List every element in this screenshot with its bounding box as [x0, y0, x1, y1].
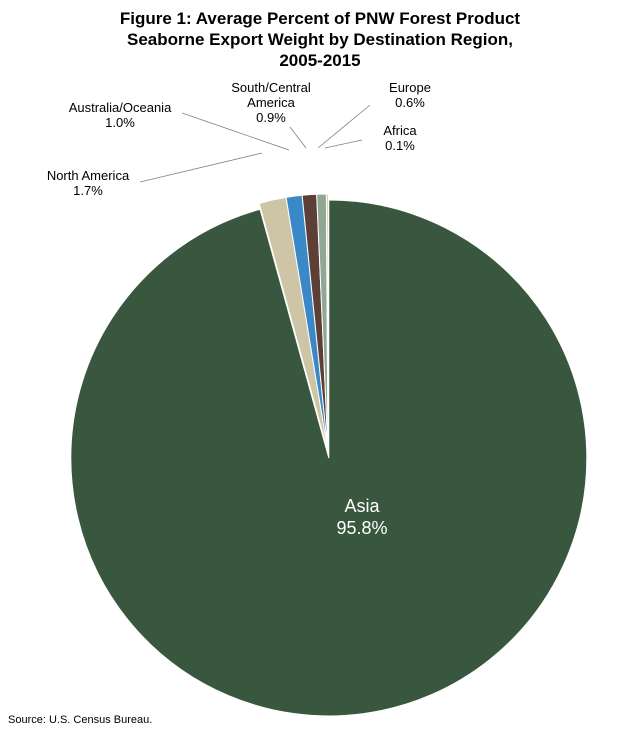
slice-label-south-central-america: South/Central America 0.9% — [231, 80, 311, 125]
slice-label-north-america: North America 1.7% — [47, 168, 130, 198]
leader-line-europe — [317, 104, 371, 149]
pie-slice-africa — [325, 193, 329, 453]
chart-title-line-1: Figure 1: Average Percent of PNW Forest … — [119, 9, 521, 28]
chart-title: Figure 1: Average Percent of PNW Forest … — [0, 8, 640, 71]
leader-line-africa — [324, 139, 363, 149]
source-note: Source: U.S. Census Bureau. — [8, 714, 153, 726]
slice-label-europe: Europe 0.6% — [389, 80, 431, 110]
pie-slice-asia — [70, 199, 588, 717]
chart-title-line-2: Seaborne Export Weight by Destination Re… — [126, 30, 513, 49]
slice-label-australia-oceania: Australia/Oceania 1.0% — [69, 100, 172, 130]
slice-label-africa: Africa 0.1% — [383, 123, 417, 153]
leader-line-north-america — [139, 152, 263, 183]
leader-line-south-central-america — [289, 126, 307, 149]
leader-line-australia-oceania — [181, 112, 290, 151]
slice-label-asia: Asia 95.8% — [336, 496, 387, 538]
chart-title-line-3: 2005-2015 — [279, 51, 361, 70]
